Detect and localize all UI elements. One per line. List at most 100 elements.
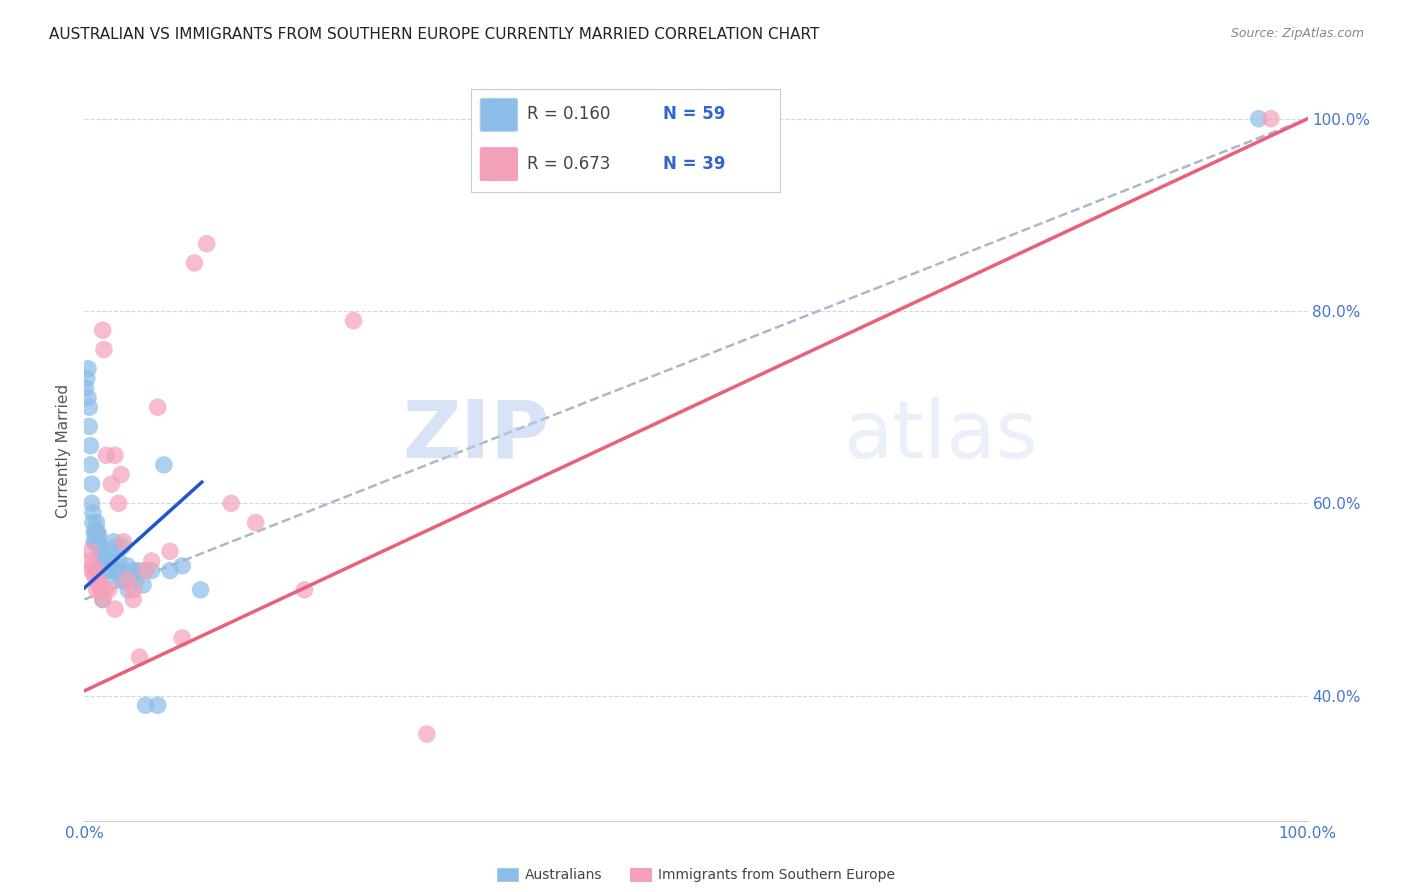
Point — [83, 534, 105, 549]
Point — [97, 564, 120, 578]
Y-axis label: Currently Married: Currently Married — [56, 384, 72, 517]
Point — [79, 458, 101, 472]
Point — [159, 564, 181, 578]
Point — [79, 439, 101, 453]
Point — [86, 534, 108, 549]
Point — [104, 448, 127, 462]
Point — [93, 343, 115, 357]
Point — [122, 582, 145, 597]
Point — [96, 558, 118, 573]
Point — [83, 525, 105, 540]
Point — [100, 549, 122, 564]
Point — [89, 544, 111, 558]
Point — [90, 549, 112, 564]
Point — [183, 256, 205, 270]
Point — [146, 698, 169, 713]
Text: R = 0.160: R = 0.160 — [527, 105, 610, 123]
Point — [86, 582, 108, 597]
Text: AUSTRALIAN VS IMMIGRANTS FROM SOUTHERN EUROPE CURRENTLY MARRIED CORRELATION CHAR: AUSTRALIAN VS IMMIGRANTS FROM SOUTHERN E… — [49, 27, 820, 42]
Point — [122, 592, 145, 607]
Point — [104, 540, 127, 554]
Point — [112, 534, 135, 549]
Point — [112, 574, 135, 588]
Point — [110, 467, 132, 482]
Point — [87, 530, 110, 544]
Text: R = 0.673: R = 0.673 — [527, 155, 610, 173]
Point — [195, 236, 218, 251]
Point — [294, 582, 316, 597]
Point — [82, 506, 104, 520]
Point — [416, 727, 439, 741]
Point — [219, 496, 242, 510]
Point — [1260, 112, 1282, 126]
Point — [82, 516, 104, 530]
Point — [84, 564, 107, 578]
Point — [111, 540, 134, 554]
Text: N = 39: N = 39 — [662, 155, 725, 173]
Point — [84, 534, 107, 549]
Point — [115, 574, 138, 588]
Point — [135, 698, 157, 713]
Point — [125, 574, 148, 588]
Point — [75, 381, 97, 395]
Point — [117, 582, 139, 597]
Text: Source: ZipAtlas.com: Source: ZipAtlas.com — [1230, 27, 1364, 40]
Point — [122, 564, 145, 578]
Point — [87, 540, 110, 554]
Point — [76, 371, 98, 385]
Point — [94, 564, 117, 578]
Point — [128, 650, 150, 665]
Point — [91, 592, 114, 607]
Point — [77, 400, 100, 414]
Point — [128, 564, 150, 578]
Point — [172, 558, 194, 573]
Point — [91, 564, 114, 578]
Point — [96, 448, 118, 462]
Point — [141, 554, 163, 568]
Point — [97, 582, 120, 597]
Point — [87, 534, 110, 549]
Point — [132, 578, 155, 592]
FancyBboxPatch shape — [481, 148, 517, 180]
Point — [84, 525, 107, 540]
Point — [141, 564, 163, 578]
Point — [1247, 112, 1270, 126]
Text: N = 59: N = 59 — [662, 105, 725, 123]
Point — [77, 361, 100, 376]
Text: atlas: atlas — [842, 397, 1038, 475]
Point — [77, 554, 100, 568]
Point — [91, 592, 114, 607]
Point — [135, 564, 157, 578]
Point — [245, 516, 267, 530]
Point — [83, 568, 105, 582]
Point — [80, 564, 103, 578]
Point — [94, 582, 117, 597]
Point — [87, 578, 110, 592]
Point — [115, 558, 138, 573]
Point — [97, 568, 120, 582]
Point — [86, 525, 108, 540]
Point — [77, 391, 100, 405]
Point — [87, 574, 110, 588]
Point — [153, 458, 176, 472]
Point — [104, 602, 127, 616]
Point — [97, 554, 120, 568]
Point — [105, 564, 128, 578]
Point — [146, 400, 169, 414]
Point — [103, 534, 125, 549]
Point — [159, 544, 181, 558]
Point — [107, 554, 129, 568]
Point — [110, 564, 132, 578]
Point — [89, 540, 111, 554]
Point — [80, 496, 103, 510]
Point — [107, 496, 129, 510]
Point — [89, 582, 111, 597]
Point — [79, 544, 101, 558]
FancyBboxPatch shape — [481, 98, 517, 131]
Legend: Australians, Immigrants from Southern Europe: Australians, Immigrants from Southern Eu… — [492, 863, 900, 888]
Point — [110, 574, 132, 588]
Point — [172, 631, 194, 645]
Point — [87, 525, 110, 540]
Point — [93, 549, 115, 564]
Point — [91, 554, 114, 568]
